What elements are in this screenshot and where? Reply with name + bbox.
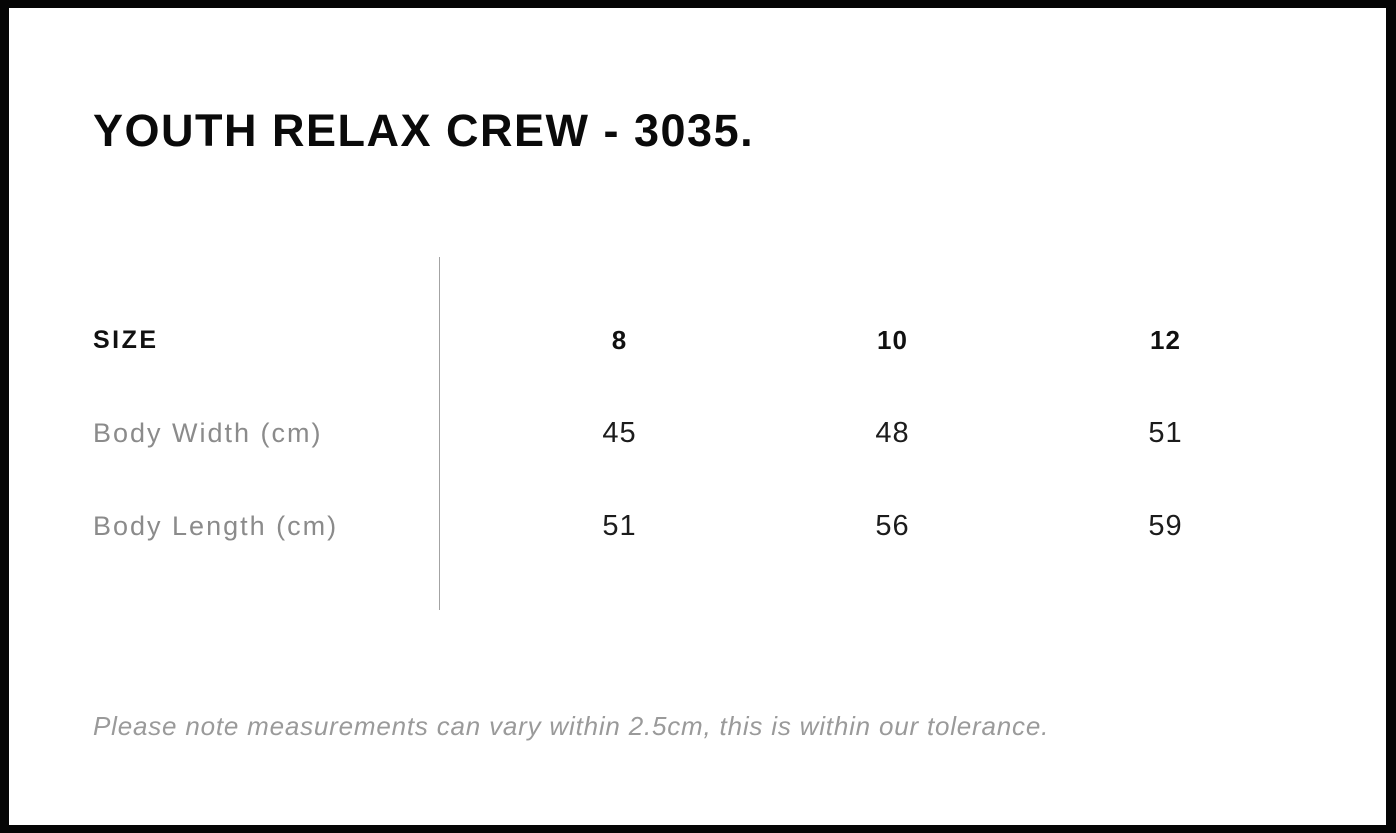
body-length-size-10-value: 56 [875,510,910,542]
body-width-size-10-value: 48 [875,417,910,449]
row-label-body-width: Body Width (cm) [93,418,323,448]
body-length-size-12-value: 59 [1148,510,1183,542]
table-header-cell: 10 [756,294,1029,387]
size-column-header: SIZE [93,326,159,354]
table-row-label-cell: Body Width (cm) [93,387,483,480]
table-value-cell: 45 [483,387,756,480]
table-vertical-divider [439,257,440,610]
body-width-size-8-value: 45 [602,417,637,449]
body-width-size-12-value: 51 [1148,417,1183,449]
column-header-size-10: 10 [877,325,908,355]
column-header-size-12: 12 [1150,325,1181,355]
table-value-cell: 48 [756,387,1029,480]
tolerance-note: Please note measurements can vary within… [93,711,1050,741]
table-header-cell: 8 [483,294,756,387]
row-label-body-length: Body Length (cm) [93,511,339,541]
table-value-cell: 51 [483,480,756,573]
column-header-size-8: 8 [611,325,628,355]
table-header-cell: 12 [1029,294,1302,387]
body-length-size-8-value: 51 [602,510,637,542]
table-value-cell: 56 [756,480,1029,573]
page-title: YOUTH RELAX CREW - 3035. [93,105,755,156]
table-row-label-cell: Body Length (cm) [93,480,483,573]
table-header-cell: SIZE [93,294,483,387]
table-value-cell: 51 [1029,387,1302,480]
table-value-cell: 59 [1029,480,1302,573]
size-table: SIZE 8 10 12 Body Width (cm) 45 48 51 Bo… [93,257,1302,610]
